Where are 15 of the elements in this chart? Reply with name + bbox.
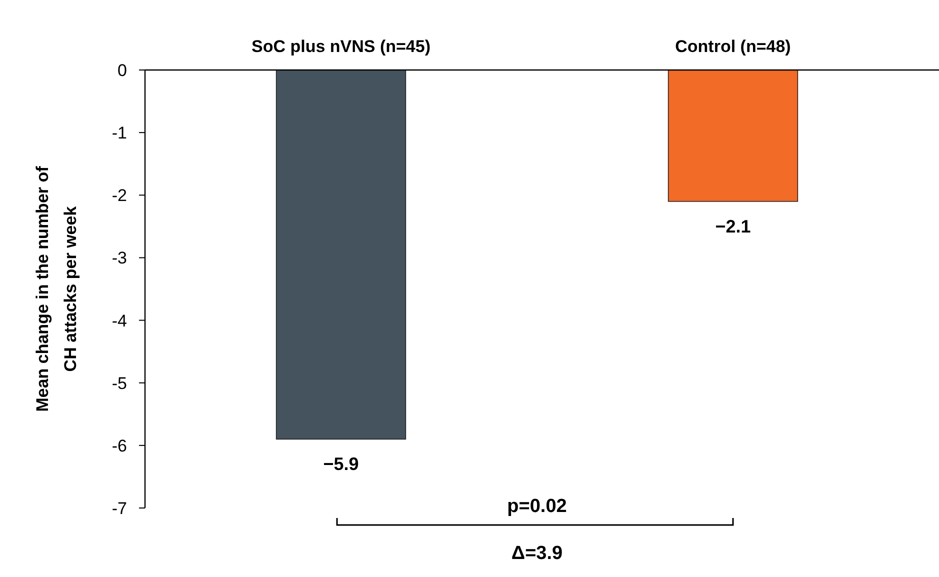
y-tick-label: -2 (112, 186, 127, 206)
y-axis-title: Mean change in the number of CH attacks per week (33, 166, 80, 412)
data-label: −2.1 (715, 216, 751, 236)
data-label: −5.9 (323, 454, 359, 474)
y-tick-label: -4 (112, 311, 127, 330)
y-tick-label: -1 (112, 124, 127, 143)
annotation: p=0.02 (507, 496, 567, 517)
x-tick-label: Control (n=48) (675, 37, 791, 56)
y-tick-label: -6 (112, 436, 127, 456)
text: Δ=3.9 (511, 543, 563, 564)
y-tick-label: -5 (112, 374, 127, 393)
x-tick-label: SoC plus nVNS (n=45) (252, 37, 430, 56)
y-tick-label: 0 (118, 61, 127, 80)
y-tick-label: -7 (112, 499, 127, 518)
y-tick-label: -3 (112, 248, 127, 268)
